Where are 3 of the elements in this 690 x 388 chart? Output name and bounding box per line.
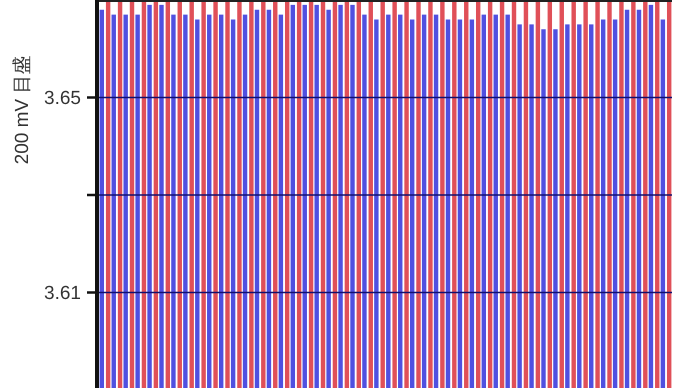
y-tick-label: 3.65: [44, 88, 81, 110]
y-tick-label: 3.61: [44, 283, 81, 304]
y-axis-title: 200 mV 目盛: [12, 56, 33, 164]
